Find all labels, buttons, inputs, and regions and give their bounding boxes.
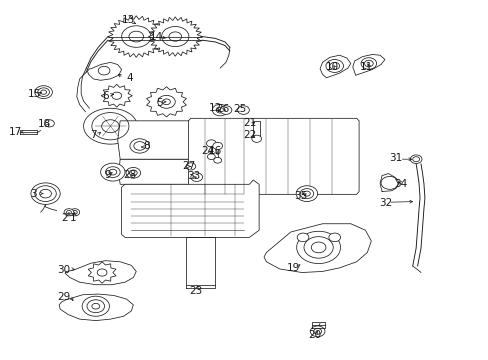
Circle shape [409,155,421,163]
Text: 12: 12 [208,103,222,113]
Text: 7: 7 [90,130,97,140]
Polygon shape [65,261,136,285]
Circle shape [212,104,227,116]
Text: 5: 5 [156,98,162,108]
Polygon shape [264,224,370,273]
Circle shape [207,154,215,159]
Text: 1: 1 [69,213,76,222]
Polygon shape [122,180,259,237]
Circle shape [297,233,308,242]
Text: 14: 14 [150,32,163,41]
Text: 11: 11 [359,62,372,72]
Circle shape [237,106,249,114]
Polygon shape [83,108,137,144]
Polygon shape [188,118,358,194]
Circle shape [220,106,231,114]
Circle shape [206,140,216,147]
Circle shape [213,157,221,163]
Circle shape [70,209,80,216]
Text: 4: 4 [126,73,133,83]
Circle shape [130,139,149,153]
Text: 27: 27 [182,161,195,171]
Circle shape [251,135,261,142]
Text: 25: 25 [232,104,246,114]
Text: 6: 6 [102,91,109,101]
Text: 10: 10 [325,62,338,72]
Polygon shape [148,17,202,56]
Polygon shape [352,54,384,75]
Circle shape [35,86,52,99]
Text: 28: 28 [123,170,136,180]
Circle shape [64,209,74,216]
Text: 26: 26 [216,104,229,114]
Circle shape [328,233,340,242]
Text: 33: 33 [186,171,200,181]
Text: 22: 22 [242,130,256,140]
Polygon shape [88,262,116,283]
Circle shape [44,120,54,127]
Polygon shape [146,87,186,117]
Text: 23: 23 [189,286,202,296]
Text: 3: 3 [30,189,37,199]
Polygon shape [119,159,245,184]
Polygon shape [118,121,245,159]
Circle shape [190,173,202,181]
Circle shape [212,142,222,149]
Text: 31: 31 [388,153,402,163]
Polygon shape [108,16,164,57]
Text: 24: 24 [201,146,214,156]
Text: 30: 30 [58,265,70,275]
Text: 18: 18 [38,120,51,129]
Text: 21: 21 [242,118,256,128]
Circle shape [296,186,317,202]
Text: 8: 8 [143,141,150,151]
Text: 29: 29 [58,292,71,302]
Text: 16: 16 [208,146,222,156]
Circle shape [101,163,125,181]
Text: 20: 20 [308,330,321,340]
Text: 32: 32 [379,198,392,208]
Text: 19: 19 [286,263,299,273]
Text: 34: 34 [393,179,407,189]
Text: 2: 2 [61,213,67,222]
Polygon shape [320,55,350,78]
Circle shape [31,183,60,204]
Circle shape [126,167,141,178]
Polygon shape [87,62,122,80]
Text: 15: 15 [28,89,41,99]
Text: 17: 17 [9,127,22,136]
Circle shape [310,326,325,337]
Text: 35: 35 [293,191,306,201]
Polygon shape [59,294,133,320]
Circle shape [185,163,195,170]
Text: 13: 13 [122,15,135,26]
Polygon shape [101,84,132,107]
Text: 9: 9 [104,170,111,180]
